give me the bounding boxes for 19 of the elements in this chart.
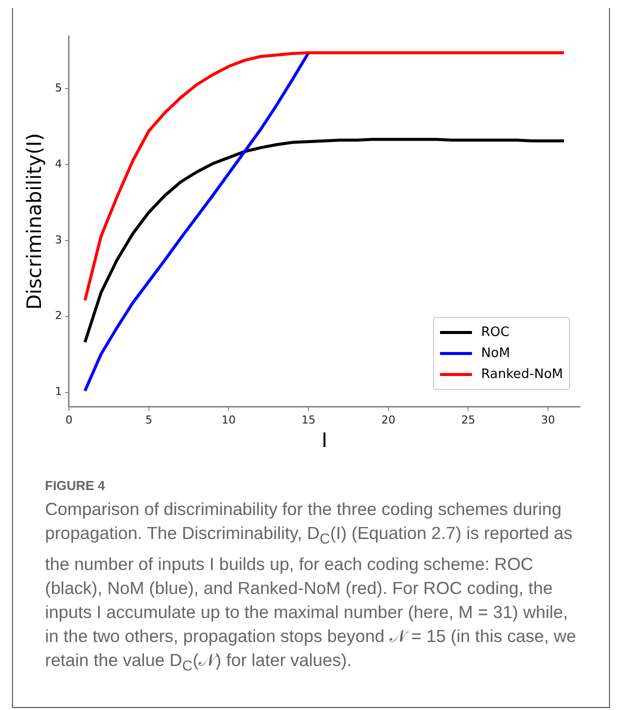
legend-label: NoM <box>481 346 510 361</box>
y-tick-label: 2 <box>55 309 62 322</box>
y-tick-label: 5 <box>55 81 62 94</box>
x-tick-label: 15 <box>302 413 316 426</box>
caption: FIGURE 4 <box>45 478 106 493</box>
x-tick-label: 10 <box>222 413 236 426</box>
text: Comparison of discriminability for the three coding schemes during propagation. The Discriminability, D$_{C}$(I) (Equation 2.7) is reported as the number of inputs I builds up, for each coding scheme: ROC (black), NoM (blue), and Ranked-NoM (red). For ROC coding, the inputs I accumulate up to the maximal number (here, M = 31) while, in the two others, propagation stops beyond 𝒩 = 15 (in this case, we retain the value D$_{C}$(𝒩) for later values). <box>45 499 576 674</box>
y-tick-label: 1 <box>55 385 62 398</box>
x-tick-label: 25 <box>461 413 476 426</box>
x-axis-title: I <box>322 428 328 452</box>
legend-label: ROC <box>481 325 510 340</box>
x-tick-label: 5 <box>145 413 152 426</box>
y-axis-title: Discriminability(I) <box>22 133 46 310</box>
legend-label: Ranked-NoM <box>481 367 563 382</box>
y-tick-label: 3 <box>55 233 62 246</box>
x-tick-label: 30 <box>541 413 556 426</box>
x-tick-label: 20 <box>381 413 396 426</box>
x-tick-label: 0 <box>66 413 72 426</box>
y-tick-label: 4 <box>55 157 62 170</box>
